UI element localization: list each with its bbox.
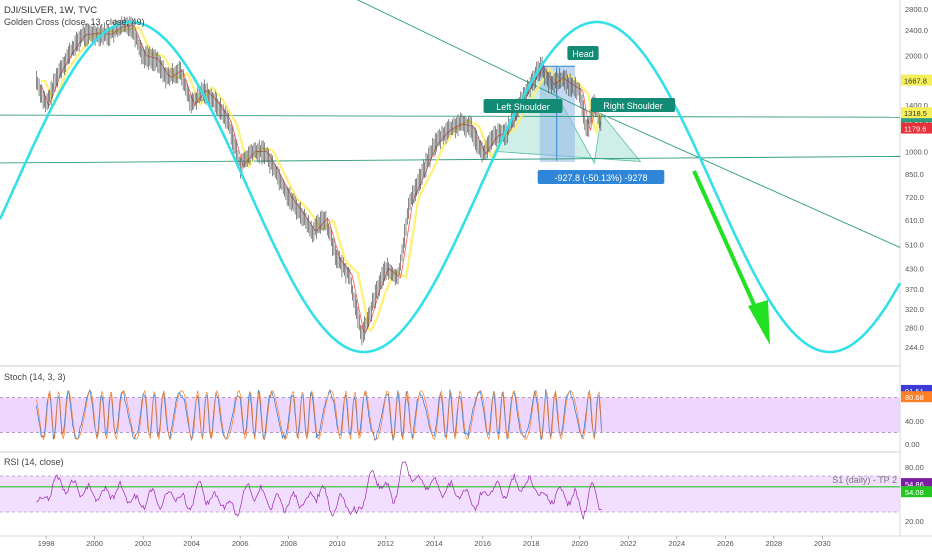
label-left-shoulder-bg	[483, 99, 563, 113]
stoch-label: Stoch (14, 3, 3)	[4, 372, 66, 382]
stoch-tick-label: 40.00	[905, 417, 924, 426]
label-right-shoulder-bg	[590, 98, 676, 112]
stoch-tick-label: 0.00	[905, 440, 920, 449]
rsi-label: RSI (14, close)	[4, 457, 64, 467]
time-tick-label: 2000	[86, 539, 103, 548]
price-tick-label: 2000.0	[905, 51, 928, 60]
trendline-neckline	[0, 114, 901, 118]
time-tick-label: 2008	[280, 539, 297, 548]
rsi-band	[0, 476, 900, 512]
trendline-descending	[356, 0, 593, 114]
time-tick-label: 2026	[717, 539, 734, 548]
label-measure-bg	[537, 170, 665, 184]
trendline-projection	[599, 112, 901, 248]
stoch-band	[0, 397, 900, 433]
price-tick-label: 1000.0	[905, 147, 928, 156]
price-tick-label: 430.0	[905, 264, 924, 273]
time-tick-label: 2024	[668, 539, 685, 548]
forecast-arrow-shaft	[692, 170, 762, 319]
time-tick-label: 2002	[135, 539, 152, 548]
price-badge: 1667.8	[904, 77, 927, 86]
rsi-badge-bg	[901, 486, 932, 498]
indicator-title: Golden Cross (close, 13, close, 49)	[4, 17, 145, 27]
rsi-badge: 54.86	[905, 480, 924, 489]
symbol-title: DJI/SILVER, 1W, TVC	[4, 5, 97, 16]
time-tick-label: 2028	[766, 539, 783, 548]
rsi-level-label: S1 (daily) - TP 2	[832, 475, 897, 485]
rsi-tick-label: 80.00	[905, 463, 924, 472]
forecast-arrow-head	[748, 300, 770, 345]
time-tick-label: 2022	[620, 539, 637, 548]
price-tick-label: 1400.0	[905, 101, 928, 110]
rsi-badge: 54.08	[905, 488, 924, 497]
label-head-bg	[567, 46, 599, 60]
time-tick-label: 2004	[183, 539, 200, 548]
rsi-line	[36, 461, 602, 520]
price-tick-label: 510.0	[905, 241, 924, 250]
stoch-k-line	[36, 388, 602, 441]
stoch-d-line	[36, 389, 602, 441]
rsi-badge-bg	[901, 478, 932, 490]
price-badge-bg	[901, 107, 932, 119]
price-tick-label: 720.0	[905, 193, 924, 202]
label-right-shoulder: Right Shoulder	[603, 101, 663, 111]
price-tick-label: 320.0	[905, 305, 924, 314]
time-tick-label: 2014	[426, 539, 443, 548]
trendline-support	[0, 155, 901, 164]
stoch-badge-bg	[901, 384, 932, 396]
price-badge-bg	[901, 122, 932, 134]
time-tick-label: 2006	[232, 539, 249, 548]
price-tick-label: 244.0	[905, 343, 924, 352]
rsi-tick-label: 20.00	[905, 517, 924, 526]
label-measure: -927.8 (-50.13%) -9278	[554, 173, 647, 183]
price-badge: 1318.5	[904, 109, 927, 118]
time-tick-label: 2016	[474, 539, 491, 548]
time-tick-label: 2020	[571, 539, 588, 548]
sine-cycle-line	[0, 20, 902, 354]
stoch-badge: 80.68	[905, 393, 924, 402]
price-badge-bg	[901, 74, 932, 86]
price-tick-label: 2400.0	[905, 26, 928, 35]
price-tick-label: 280.0	[905, 324, 924, 333]
price-tick-label: 850.0	[905, 170, 924, 179]
stoch-badge-bg	[901, 391, 932, 403]
price-badge: 1179.6	[904, 125, 926, 134]
time-tick-label: 1998	[38, 539, 55, 548]
label-head: Head	[572, 49, 594, 59]
price-tick-label: 610.0	[905, 216, 924, 225]
label-left-shoulder: Left Shoulder	[496, 102, 550, 112]
time-tick-label: 2012	[377, 539, 394, 548]
price-tick-label: 370.0	[905, 285, 924, 294]
time-tick-label: 2010	[329, 539, 346, 548]
price-tick-label: 2800.0	[905, 5, 928, 14]
time-tick-label: 2030	[814, 539, 831, 548]
time-tick-label: 2018	[523, 539, 540, 548]
